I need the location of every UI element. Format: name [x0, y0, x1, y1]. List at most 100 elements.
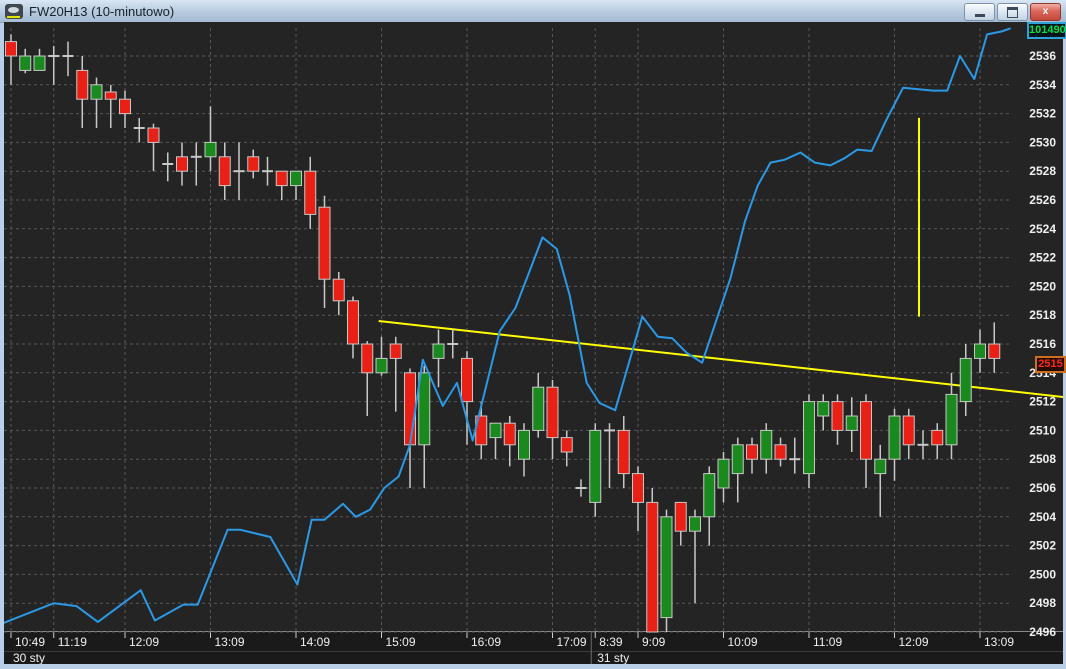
minimize-button[interactable]: [964, 3, 995, 21]
svg-text:2520: 2520: [1029, 279, 1056, 293]
candle: [703, 466, 716, 546]
candle: [133, 117, 145, 143]
svg-text:15:09: 15:09: [386, 635, 416, 649]
candle: [347, 296, 359, 359]
candle: [532, 372, 545, 438]
price-chart-canvas[interactable]: 10:49 11:19 12:09 13:09 14:09 15:09 16:09 17:09…: [4, 22, 1063, 664]
svg-text:31 sty: 31 sty: [597, 651, 629, 664]
candle: [888, 408, 901, 481]
candle: [418, 365, 431, 488]
candle: [860, 394, 872, 488]
candle: [190, 142, 202, 186]
svg-text:2506: 2506: [1029, 481, 1056, 495]
svg-text:2512: 2512: [1029, 395, 1056, 409]
svg-text:10:09: 10:09: [728, 635, 758, 649]
svg-text:2528: 2528: [1029, 164, 1056, 178]
svg-text:2502: 2502: [1029, 539, 1056, 553]
candle: [275, 170, 288, 200]
close-icon: x: [1042, 6, 1049, 17]
candle: [233, 142, 245, 200]
candle: [90, 77, 103, 128]
candle: [774, 437, 787, 467]
svg-text:2526: 2526: [1029, 193, 1056, 207]
candle: [204, 106, 217, 172]
candle: [604, 423, 615, 488]
candle: [33, 48, 46, 71]
candle: [831, 394, 844, 445]
candle: [674, 501, 687, 546]
candle: [660, 509, 673, 632]
candle: [104, 84, 117, 128]
svg-text:16:09: 16:09: [471, 635, 501, 649]
svg-text:12:09: 12:09: [129, 635, 159, 649]
svg-text:2522: 2522: [1029, 251, 1056, 265]
candle: [447, 329, 459, 359]
svg-text:9:09: 9:09: [642, 635, 666, 649]
candle: [247, 149, 260, 179]
svg-text:2496: 2496: [1029, 625, 1056, 639]
candle: [632, 466, 644, 532]
svg-text:2524: 2524: [1029, 222, 1056, 236]
indicator-last-value-badge: 101490: [1027, 22, 1066, 39]
candle: [76, 56, 89, 128]
close-button[interactable]: x: [1030, 3, 1061, 21]
candle: [48, 45, 60, 85]
svg-text:11:09: 11:09: [813, 635, 842, 649]
candle: [19, 48, 32, 74]
candle: [318, 195, 331, 308]
candle: [290, 170, 302, 200]
candle: [5, 34, 17, 85]
svg-text:13:09: 13:09: [984, 635, 1014, 649]
candle: [119, 90, 131, 128]
candle: [917, 430, 929, 460]
candle: [546, 380, 559, 460]
candle: [389, 336, 402, 412]
svg-text:12:09: 12:09: [899, 635, 929, 649]
candle: [817, 394, 830, 431]
candle: [760, 423, 773, 474]
svg-text:30 sty: 30 sty: [13, 651, 45, 664]
maximize-icon: [1007, 6, 1018, 18]
candle: [361, 341, 374, 416]
candle: [731, 437, 744, 503]
candle: [461, 351, 473, 445]
candle: [162, 152, 174, 182]
candle: [803, 394, 815, 488]
candle: [845, 397, 858, 452]
candle: [689, 509, 701, 604]
time-axis: 10:49 11:19 12:09 13:09 14:09 15:09 16:09 17:09…: [4, 631, 1063, 664]
candle: [62, 41, 74, 77]
candle: [959, 344, 972, 416]
candle: [717, 452, 730, 503]
candle: [746, 437, 758, 474]
blue-indicator-line: [4, 27, 1011, 624]
svg-text:17:09: 17:09: [557, 635, 587, 649]
candle: [489, 422, 502, 460]
chart-window-icon: [5, 3, 23, 19]
candle: [988, 322, 1001, 373]
svg-text:2534: 2534: [1029, 78, 1056, 92]
window-buttons: x: [964, 3, 1061, 21]
svg-text:2504: 2504: [1029, 510, 1056, 524]
window-title: FW20H13 (10-minutowo): [29, 3, 175, 19]
candle: [518, 423, 530, 477]
svg-text:2498: 2498: [1029, 596, 1056, 610]
candle: [789, 437, 801, 474]
candle: [974, 329, 986, 373]
maximize-button[interactable]: [997, 3, 1028, 21]
svg-text:2510: 2510: [1029, 423, 1056, 437]
plot-background: [4, 22, 1063, 664]
svg-text:11:19: 11:19: [58, 635, 87, 649]
last-price-badge: 2515: [1035, 356, 1066, 373]
window-titlebar[interactable]: FW20H13 (10-minutowo) x: [0, 0, 1066, 23]
candle: [874, 444, 887, 517]
svg-text:13:09: 13:09: [215, 635, 245, 649]
candle: [375, 336, 388, 376]
candle: [304, 156, 317, 229]
candle: [432, 329, 445, 388]
grid-layer: [4, 28, 1012, 633]
candle: [503, 416, 516, 467]
candle: [332, 272, 345, 316]
minimize-icon: [974, 13, 985, 17]
candle: [218, 142, 231, 200]
